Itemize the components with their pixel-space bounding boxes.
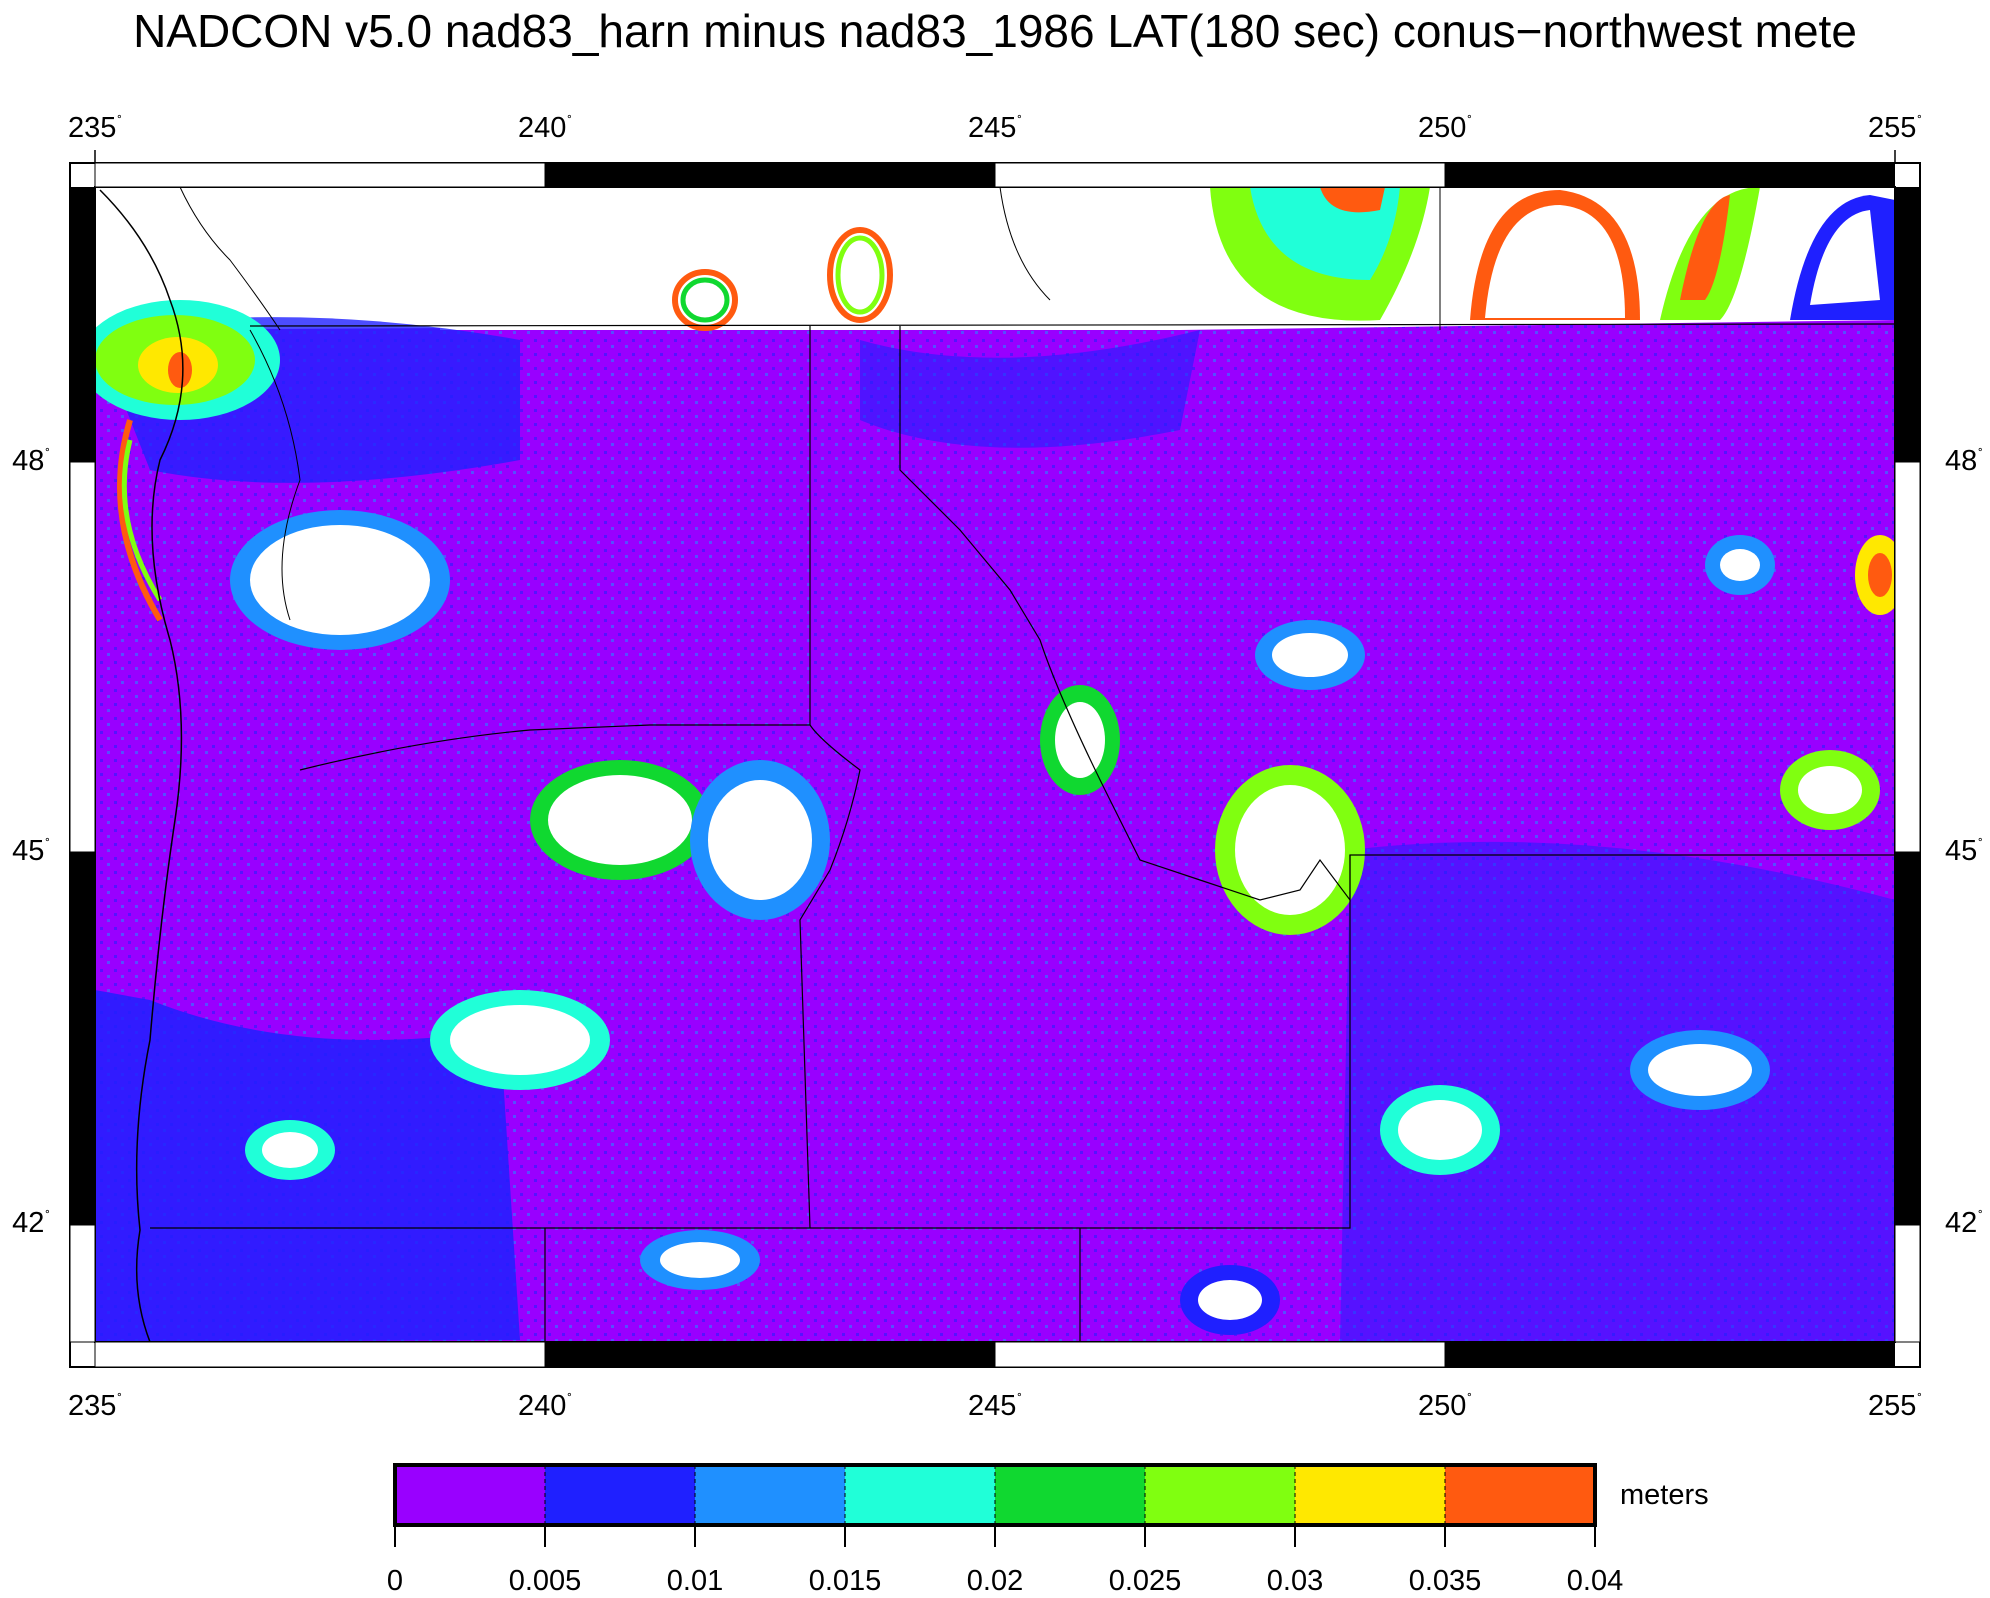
colorbar-tick-label: 0.025 [1108, 1565, 1182, 1597]
colorbar-tick-label: 0.02 [966, 1565, 1024, 1597]
lat-tick-right-48: 48˚ [1945, 445, 1983, 477]
colorbar-tick-label: 0.035 [1408, 1565, 1482, 1597]
lon-tick-bottom-250: 250˚ [1417, 1390, 1473, 1422]
lon-tick-bottom-255: 255˚ [1867, 1390, 1923, 1422]
lon-tick-top-250: 250˚ [1417, 112, 1473, 144]
lat-tick-left-42: 42˚ [12, 1207, 50, 1239]
lon-tick-bottom-235: 235˚ [67, 1390, 123, 1422]
colorbar-tick-label: 0.015 [808, 1565, 882, 1597]
lat-tick-right-45: 45˚ [1945, 835, 1983, 867]
lon-tick-top-240: 240˚ [517, 112, 573, 144]
colorbar-swatch [1145, 1465, 1295, 1525]
colorbar-tick-label: 0.04 [1566, 1565, 1624, 1597]
difference-field [95, 187, 1895, 1342]
map-title: NADCON v5.0 nad83_harn minus nad83_1986 … [133, 5, 1857, 57]
lon-tick-top-255: 255˚ [1867, 112, 1923, 144]
colorbar-swatch [995, 1465, 1145, 1525]
colorbar-tick-label: 0.03 [1266, 1565, 1324, 1597]
lon-tick-top-235: 235˚ [67, 112, 123, 144]
colorbar-tick-label: 0.005 [508, 1565, 582, 1597]
colorbar-tick-label: 0 [386, 1565, 404, 1597]
colorbar-unit-label: meters [1620, 1479, 1709, 1511]
lon-tick-bottom-240: 240˚ [517, 1390, 573, 1422]
colorbar-swatch [395, 1465, 545, 1525]
lat-tick-left-45: 45˚ [12, 835, 50, 867]
colorbar-swatch [1445, 1465, 1595, 1525]
state-boundaries [150, 323, 1895, 1342]
colorbar-swatch [695, 1465, 845, 1525]
colorbar-swatch [1295, 1465, 1445, 1525]
lat-tick-left-48: 48˚ [12, 445, 50, 477]
coastline [99, 189, 184, 1342]
lon-tick-top-245: 245˚ [967, 112, 1023, 144]
lon-tick-bottom-245: 245˚ [967, 1390, 1023, 1422]
colorbar [393, 1463, 1597, 1547]
colorbar-tick-label: 0.01 [666, 1565, 724, 1597]
lat-tick-right-42: 42˚ [1945, 1207, 1983, 1239]
colorbar-swatch [845, 1465, 995, 1525]
colorbar-swatch [545, 1465, 695, 1525]
